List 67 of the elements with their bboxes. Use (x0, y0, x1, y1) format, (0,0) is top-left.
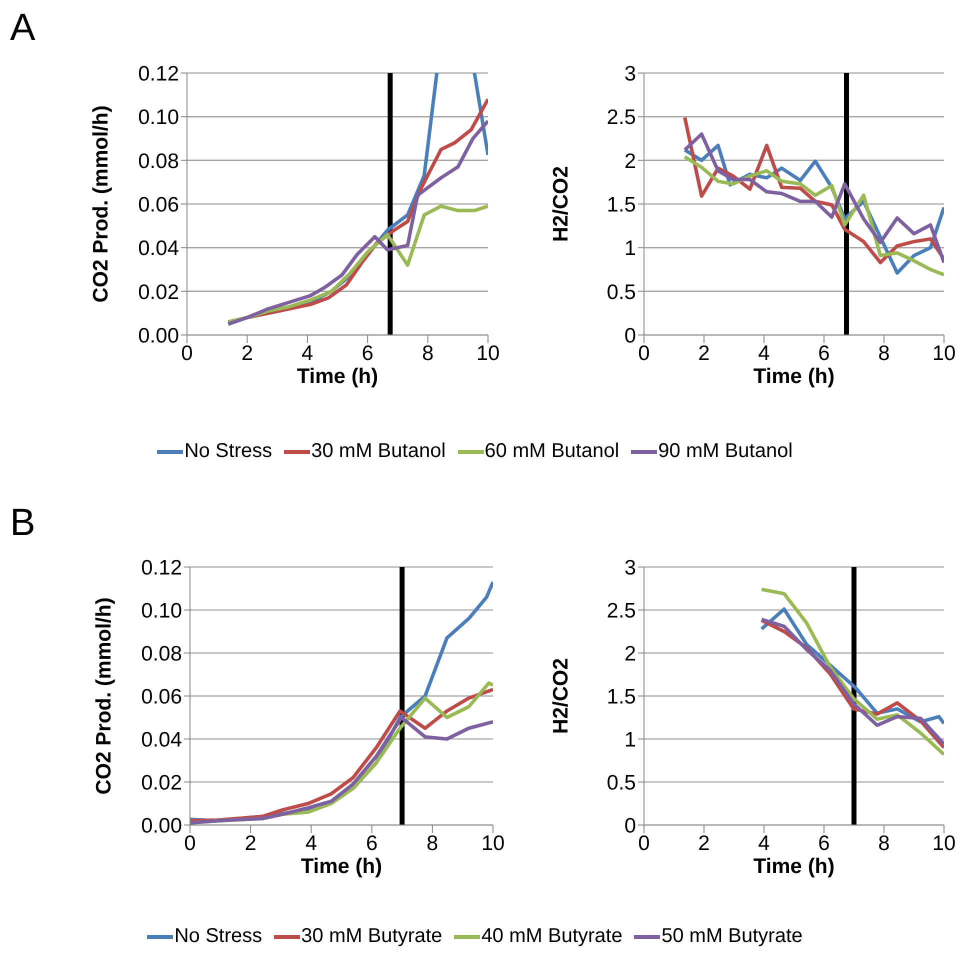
legend-label: 90 mM Butanol (658, 440, 793, 463)
x-tick-label: 2 (241, 342, 254, 365)
y-tick-label: 0.06 (138, 193, 179, 216)
y-tick-label: 0.08 (138, 150, 179, 173)
y-tick-label: 2.5 (606, 599, 636, 622)
x-tick-label: 8 (878, 832, 890, 855)
y-axis-title: H2/CO2 (549, 166, 572, 242)
y-tick-label: 1.5 (606, 193, 636, 216)
text: B (10, 502, 36, 545)
legend-label: 40 mM Butyrate (481, 925, 622, 948)
y-tick-label: 1 (624, 728, 636, 752)
x-tick-label: 4 (758, 342, 770, 365)
x-tick-label: 10 (481, 832, 505, 855)
y-tick-label: 0.02 (138, 280, 179, 304)
text: A (10, 7, 36, 50)
legend-label: 60 mM Butanol (484, 440, 620, 463)
y-tick-label: 2 (624, 642, 636, 666)
line-series (760, 588, 944, 756)
x-tick-label: 10 (932, 832, 956, 855)
y-axis-title: CO2 Prod. (mmol/h) (92, 597, 116, 795)
y-tick-label: 0.08 (141, 642, 182, 666)
y-axis-title: H2/CO2 (549, 658, 572, 734)
x-tick-label: 2 (698, 342, 710, 365)
y-tick-label: 0.10 (138, 106, 179, 130)
x-tick-label: 4 (302, 342, 314, 365)
y-tick-label: 3 (624, 62, 636, 86)
legend-label: 30 mM Butanol (311, 440, 446, 463)
x-tick-label: 8 (878, 342, 890, 365)
x-tick-label: 6 (818, 342, 830, 365)
y-axis-title: CO2 Prod. (mmol/h) (89, 105, 112, 303)
y-tick-label: 0.12 (141, 556, 182, 580)
y-tick-label: 0.5 (606, 771, 636, 794)
y-tick-label: 0.00 (138, 324, 179, 348)
legend-label: 30 mM Butyrate (301, 925, 442, 948)
x-tick-label: 10 (932, 342, 956, 365)
y-tick-label: 3 (624, 556, 636, 580)
y-tick-label: 0.06 (141, 685, 182, 708)
x-tick-label: 8 (422, 342, 434, 365)
y-tick-label: 1 (624, 237, 636, 260)
y-tick-label: 0.10 (141, 599, 182, 622)
y-tick-label: 2.5 (606, 106, 636, 130)
y-tick-label: 0 (624, 324, 636, 348)
x-tick-label: 4 (758, 832, 770, 855)
x-tick-label: 4 (305, 832, 318, 855)
y-tick-label: 0.04 (141, 728, 182, 752)
y-tick-label: 2 (624, 150, 636, 173)
y-tick-label: 1.5 (606, 685, 636, 708)
legend-label: 50 mM Butyrate (661, 925, 803, 948)
y-tick-label: 0.02 (141, 771, 182, 794)
legend-label: No Stress (174, 925, 262, 948)
x-axis-title: Time (h) (753, 855, 835, 878)
y-tick-label: 0.5 (606, 280, 636, 304)
x-tick-label: 6 (362, 342, 374, 365)
x-axis-title: Time (h) (296, 365, 378, 388)
x-tick-label: 2 (698, 832, 710, 855)
x-axis-title: Time (h) (753, 365, 835, 388)
y-tick-label: 0.12 (138, 62, 179, 86)
x-tick-label: 2 (244, 832, 256, 855)
y-tick-label: 0.00 (141, 814, 182, 838)
legend-label: No Stress (184, 440, 272, 463)
x-tick-label: 8 (426, 832, 438, 855)
y-tick-label: 0 (624, 814, 636, 838)
y-tick-label: 0.04 (138, 237, 180, 260)
x-axis-title: Time (h) (300, 855, 382, 878)
x-tick-label: 10 (476, 342, 500, 365)
x-tick-label: 6 (818, 832, 830, 855)
x-tick-label: 6 (366, 832, 378, 855)
